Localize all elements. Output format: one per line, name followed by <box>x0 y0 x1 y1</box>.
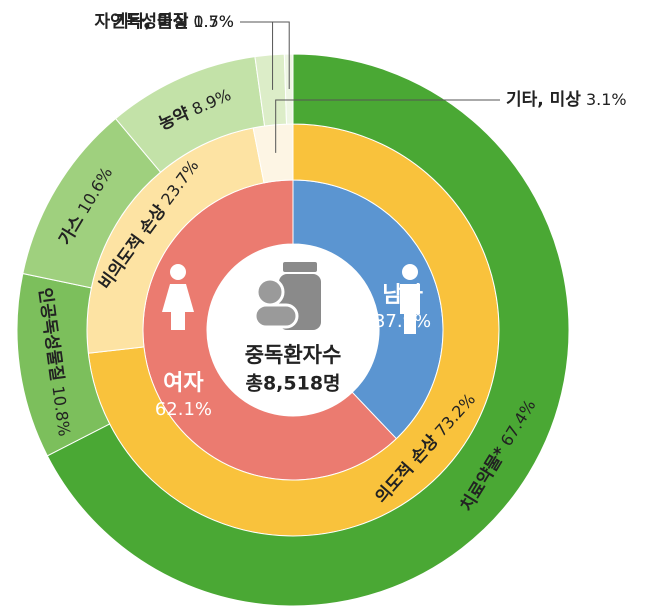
callout: 기타, 미상 0.5% <box>113 12 234 33</box>
callout: 기타, 미상 3.1% <box>506 90 627 111</box>
segment-value: 37.9% <box>374 311 431 332</box>
callout-label: 기타, 미상 <box>113 12 188 32</box>
pill-icon <box>253 262 321 330</box>
leader-line <box>240 21 290 90</box>
callout-label: 기타, 미상 <box>506 90 581 110</box>
callout: 자연독성물질 1.7% <box>95 11 235 32</box>
segment-label: 여자 <box>163 371 204 396</box>
callout-value: 3.1% <box>586 90 627 109</box>
segment-label: 남자 <box>382 283 423 308</box>
callout-value: 0.5% <box>193 12 234 31</box>
center-total: 총8,518명 <box>245 373 340 395</box>
female-icon <box>162 264 194 330</box>
leader-line <box>275 99 500 153</box>
segment <box>46 53 570 607</box>
segment-value: 62.1% <box>155 399 212 420</box>
callout-label: 자연독성물질 <box>95 11 189 32</box>
callout-value: 1.7% <box>193 12 234 31</box>
center-title: 중독환자수 <box>245 343 342 367</box>
male-icon <box>400 264 420 334</box>
rings <box>16 53 570 607</box>
segment <box>283 53 294 125</box>
